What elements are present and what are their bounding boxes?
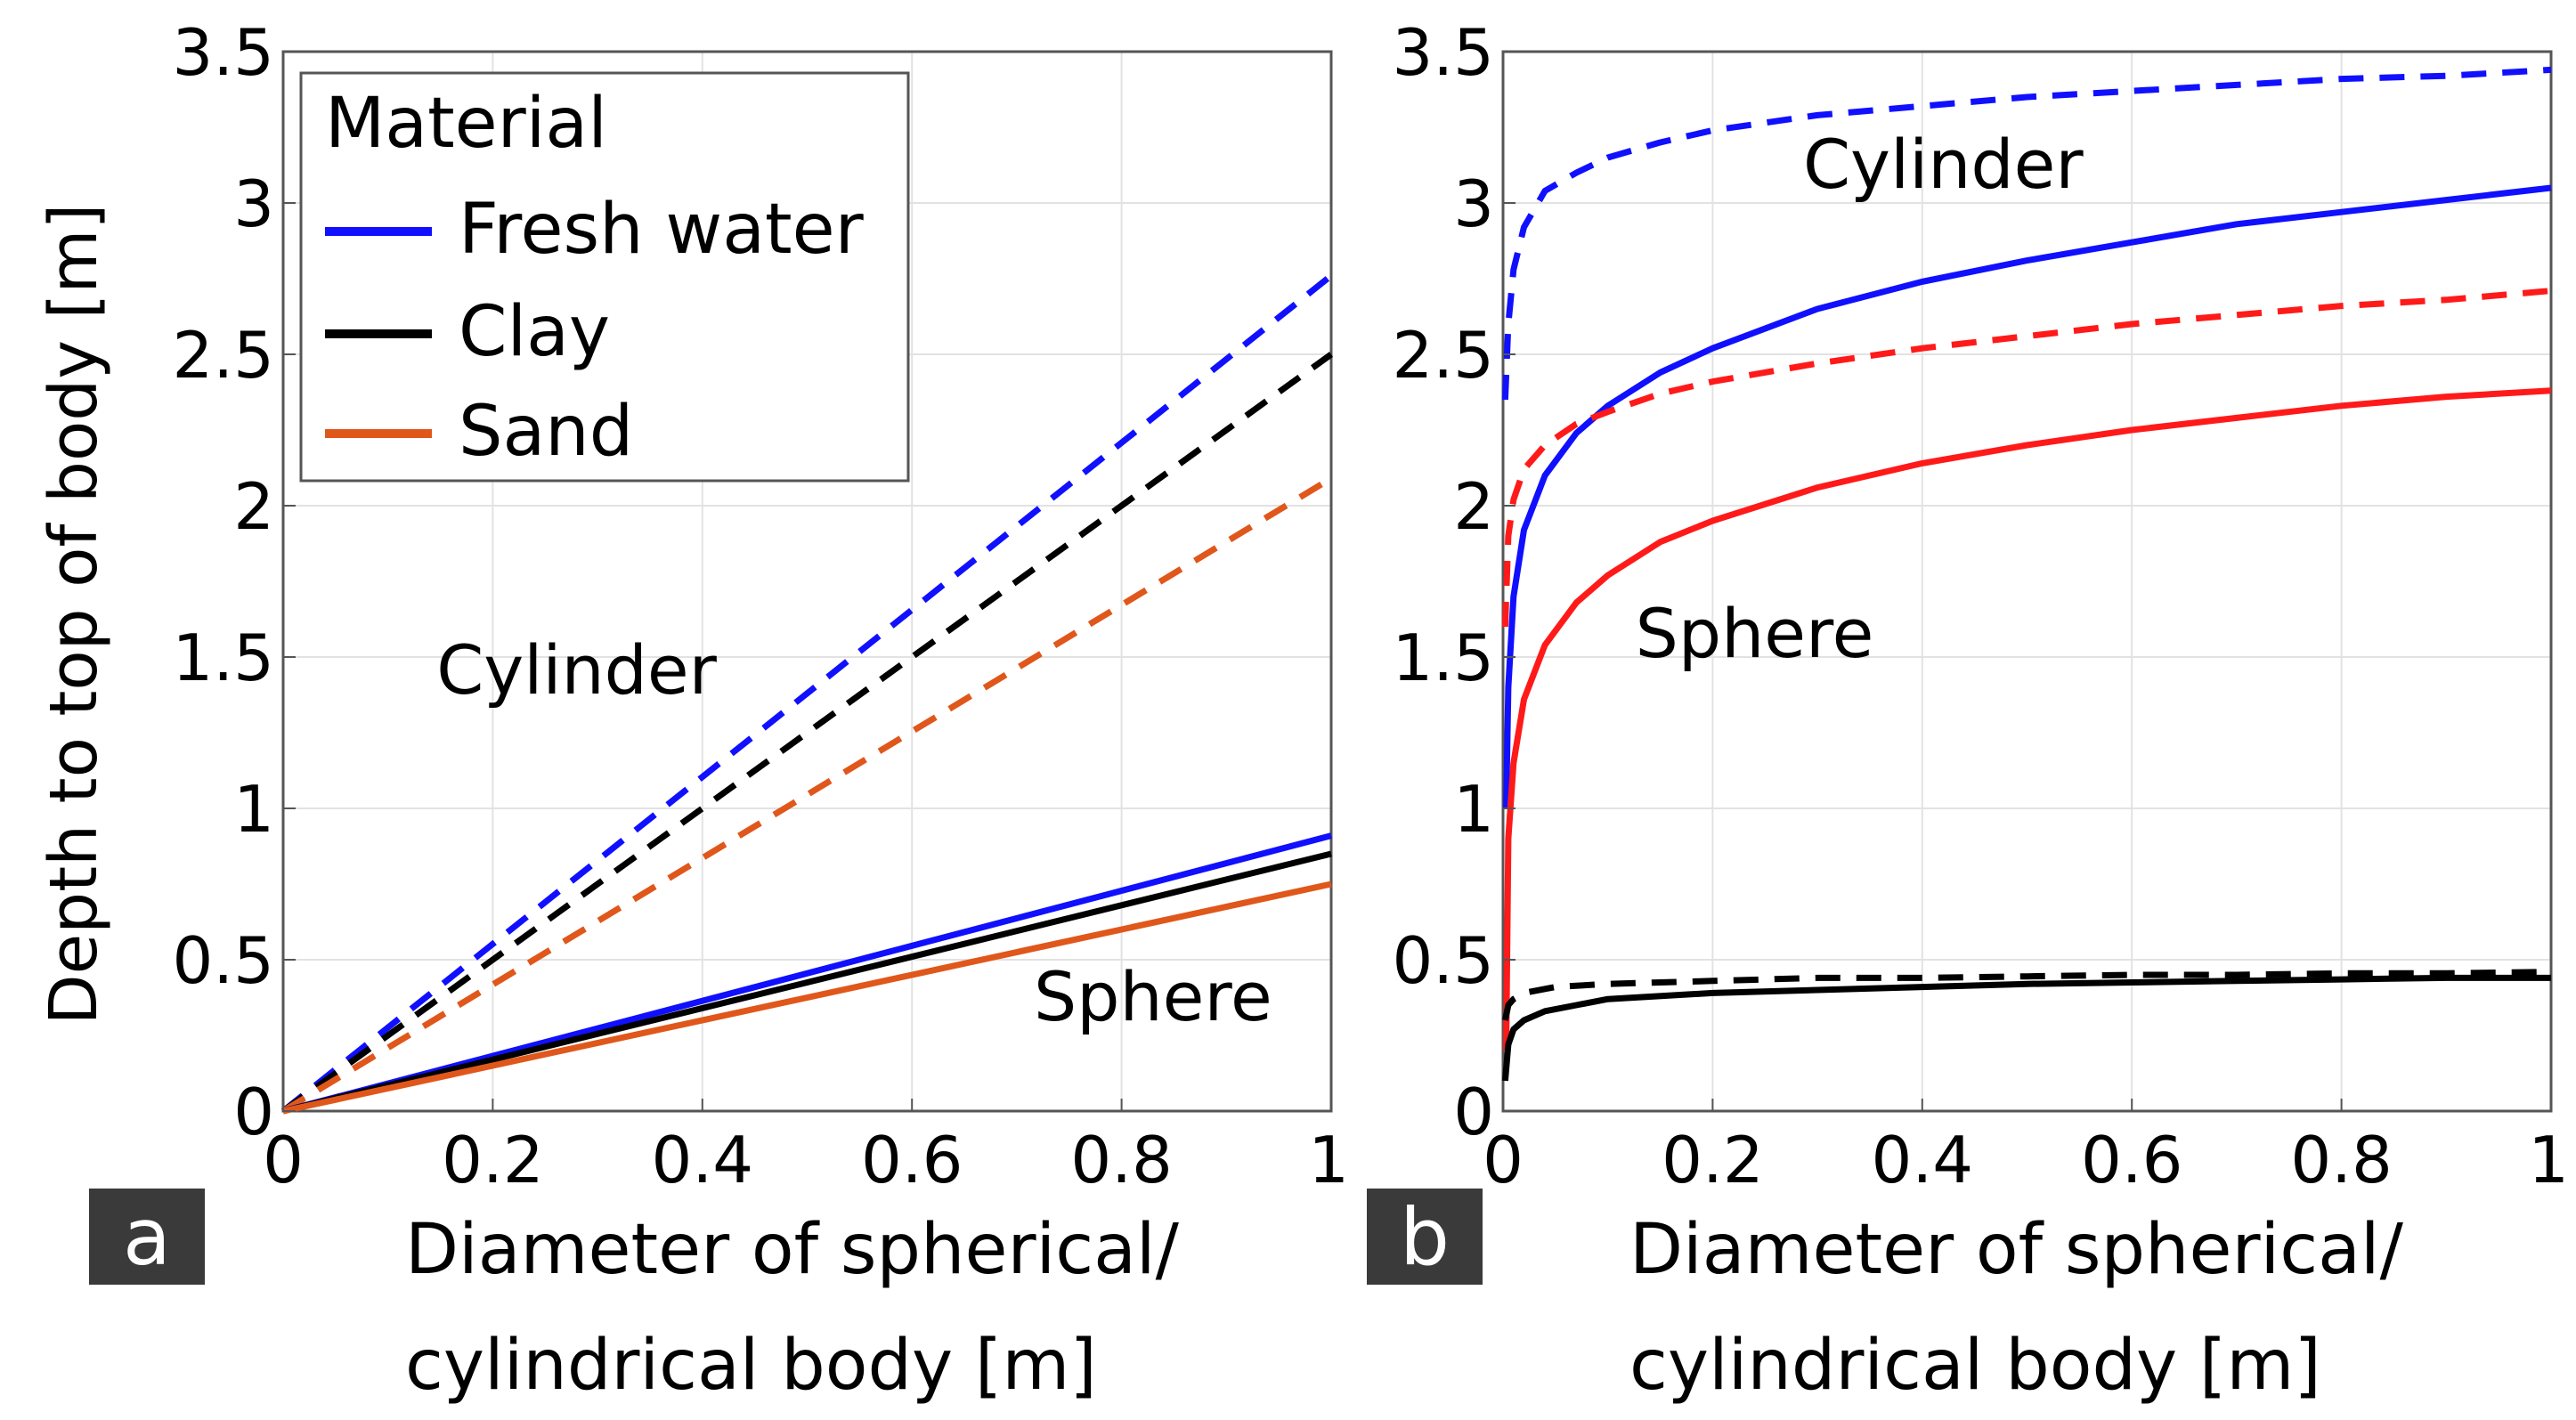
- panel-a-series: [280, 272, 1334, 1115]
- panel-b-xlabel-line1: Diameter of spherical/: [1629, 1210, 2404, 1290]
- panel-b-series-line-1-solid: [1503, 184, 2552, 809]
- panel-b-label: b: [1400, 1191, 1450, 1283]
- legend-title: Material: [325, 84, 607, 164]
- panel-a-series-line-1-dashed: [280, 352, 1334, 1114]
- panel-b-ytick-label: 2: [1453, 469, 1494, 544]
- panel-b-ytick-label: 0: [1453, 1075, 1494, 1149]
- panel-a-ticks: 0 0.2 0.4 0.6 0.8 1 0 0.5 1 1.5 2 2.5 3 3.5: [172, 15, 1349, 1197]
- panel-b-label-box: [1367, 1189, 1483, 1285]
- panel-a-xtick-label: 1: [1308, 1123, 1349, 1197]
- panel-b-xtick-label: 0.8: [2290, 1123, 2393, 1197]
- panel-a-ytick-label: 3.5: [172, 15, 274, 90]
- panel-b-xtick-label: 0.2: [1662, 1123, 1764, 1197]
- panel-b-ticks: 0 0.2 0.4 0.6 0.8 1 0 0.5 1 1.5 2 2.5 3 3.5: [1392, 15, 2569, 1197]
- panel-b-ytick-label: 1.5: [1392, 621, 1494, 695]
- panel-a-xtick-label: 0.2: [442, 1123, 544, 1197]
- panel-a-ytick-label: 2: [233, 469, 274, 544]
- panel-a-series-line-0-dashed: [280, 272, 1334, 1114]
- panel-b-ytick-label: 0.5: [1392, 923, 1494, 998]
- panel-a-label-box: [89, 1189, 205, 1285]
- panel-a-ytick-label: 1: [233, 772, 274, 847]
- panel-a-xtick-label: 0: [263, 1123, 304, 1197]
- panel-a-ytick-label: 0: [233, 1075, 274, 1149]
- panel-a-annotation-cylinder: Cylinder: [436, 630, 717, 710]
- panel-a-ytick-label: 0.5: [172, 923, 274, 998]
- panel-b-series-line-3-solid: [1503, 387, 2552, 1051]
- panel-a-ytick-label: 2.5: [172, 318, 274, 393]
- panel-b-xlabel-line2: cylindrical body [m]: [1629, 1326, 2321, 1406]
- panel-b-annotation-cylinder: Cylinder: [1803, 125, 2084, 204]
- panel-a-ytick-label: 3: [233, 166, 274, 241]
- panel-a-xlabel-line1: Diameter of spherical/: [405, 1210, 1180, 1290]
- panel-a: 0 0.2 0.4 0.6 0.8 100.511.522.533.5 Cylinder …: [36, 15, 1349, 1406]
- panel-b-xtick-label: 0.6: [2081, 1123, 2183, 1197]
- panel-b-series-line-2-dashed: [1501, 288, 2552, 628]
- panel-a-xtick-label: 0.8: [1070, 1123, 1173, 1197]
- panel-a-xlabel-line2: cylindrical body [m]: [405, 1326, 1097, 1406]
- panel-b: 0 0.2 0.4 0.6 0.8 100.511.522.533.5 Cylinder …: [1367, 15, 2569, 1406]
- panel-b-series-line-0-dashed: [1501, 66, 2552, 401]
- legend-box: [299, 71, 910, 483]
- panel-b-ytick-label: 2.5: [1392, 318, 1494, 393]
- panel-a-ytick-label: 1.5: [172, 621, 274, 695]
- legend: Material Fresh water Clay Sand: [299, 71, 910, 483]
- panel-b-xtick-label: 0.4: [1872, 1123, 1974, 1197]
- panel-b-annotation-sphere: Sphere: [1636, 594, 1874, 673]
- panel-a-series-line-5-solid: [282, 880, 1332, 1115]
- panel-b-plot-area: [1501, 50, 2553, 1113]
- panel-b-series-line-5-solid: [1501, 974, 2551, 1082]
- panel-b-grid: [1502, 51, 2552, 1112]
- legend-label-fresh-water: Fresh water: [459, 190, 865, 270]
- panel-b-ytick-label: 1: [1453, 772, 1494, 847]
- panel-b-ytick-label: 3: [1453, 166, 1494, 241]
- legend-label-sand: Sand: [459, 392, 633, 472]
- panel-a-plot-area: [281, 50, 1333, 1113]
- panel-b-ytick-label: 3.5: [1392, 15, 1494, 90]
- panel-a-xtick-label: 0.4: [652, 1123, 754, 1197]
- panel-b-xtick-label: 1: [2528, 1123, 2569, 1197]
- panel-a-label: a: [123, 1191, 171, 1283]
- panel-b-xtick-label: 0: [1483, 1123, 1524, 1197]
- panel-a-ylabel: Depth to top of body [m]: [36, 204, 112, 1026]
- panel-a-annotation-sphere: Sphere: [1034, 957, 1272, 1036]
- panel-b-series: [1501, 66, 2552, 1082]
- legend-label-clay: Clay: [459, 292, 610, 372]
- panel-a-series-line-4-solid: [282, 850, 1332, 1115]
- panel-b-series-line-4-dashed: [1501, 969, 2552, 1021]
- panel-a-xtick-label: 0.6: [861, 1123, 963, 1197]
